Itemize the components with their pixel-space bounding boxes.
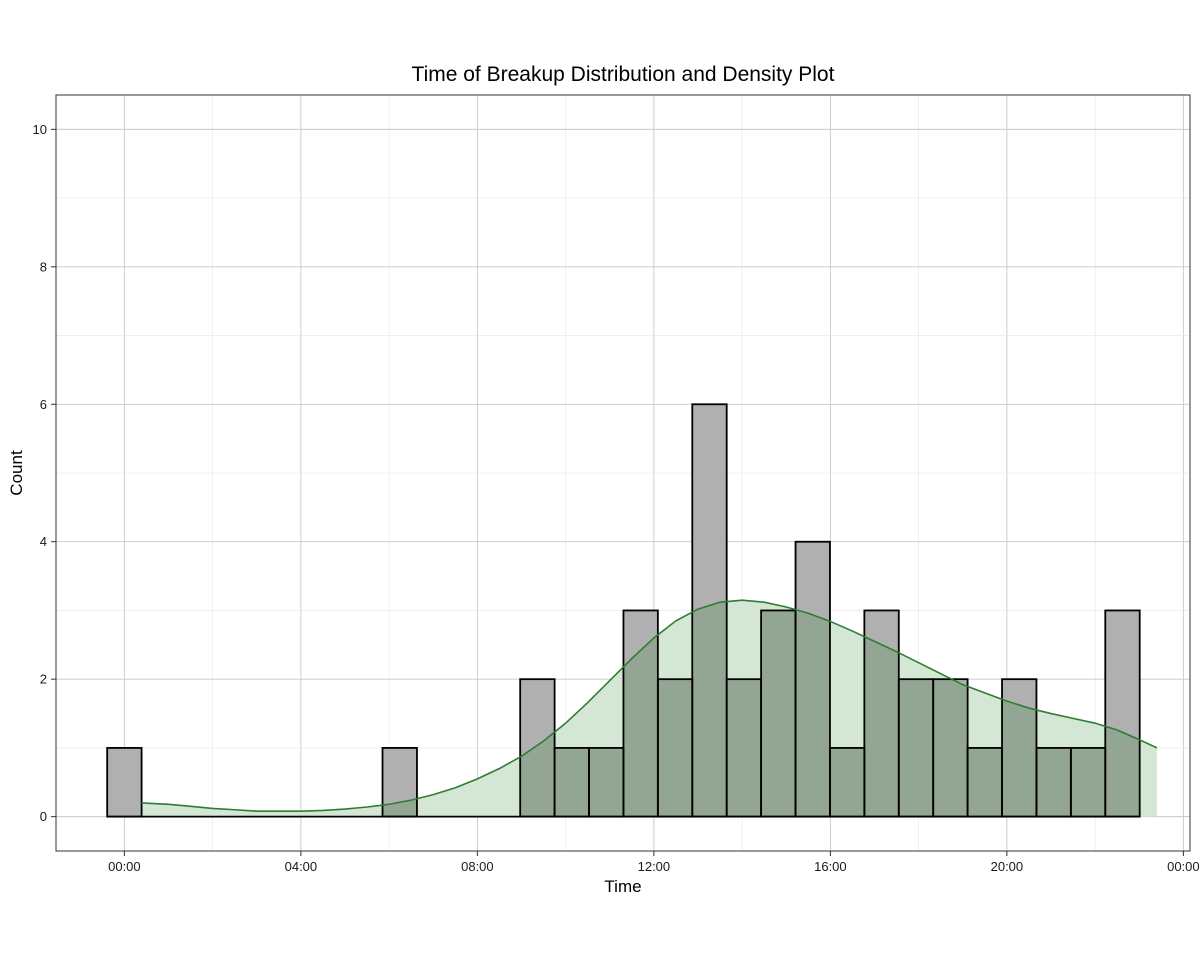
histogram-bar-overlap (829, 747, 865, 817)
x-tick-label: 20:00 (991, 859, 1024, 874)
x-tick-label: 16:00 (814, 859, 847, 874)
histogram-bar-overlap (967, 747, 1003, 817)
x-tick-label: 12:00 (638, 859, 671, 874)
x-tick-label: 08:00 (461, 859, 494, 874)
y-tick-label: 10 (33, 122, 47, 137)
y-tick-label: 8 (40, 259, 47, 274)
x-axis-ticks: 00:00 04:00 08:00 12:00 16:00 20:00 00:00 (108, 851, 1200, 874)
histogram-bar-overlap (692, 600, 727, 817)
y-axis-title: Count (7, 450, 26, 496)
x-tick-label: 00:00 (108, 859, 141, 874)
chart-title: Time of Breakup Distribution and Density… (412, 63, 835, 86)
density-line-layer (141, 599, 1158, 812)
histogram-bar-overlap (1070, 747, 1106, 817)
x-axis-title: Time (604, 877, 641, 896)
y-tick-label: 4 (40, 534, 47, 549)
histogram-bar-overlap (657, 679, 693, 817)
y-axis-ticks: 0 2 4 6 8 10 (33, 122, 56, 824)
histogram-bar-overlap (933, 679, 968, 817)
histogram-bar-overlap (761, 610, 796, 817)
y-tick-label: 0 (40, 809, 47, 824)
histogram-bar-overlap (1036, 747, 1071, 817)
histogram-bar-outlines (106, 403, 1141, 818)
panel-border (55, 94, 1191, 852)
histogram-bar-overlap (795, 600, 830, 817)
y-tick-label: 6 (40, 397, 47, 412)
histogram-bar (107, 747, 142, 817)
density-line (141, 599, 1158, 812)
histogram-bar-overlap (726, 679, 762, 817)
histogram-bar-overlap (898, 679, 934, 817)
y-tick-label: 2 (40, 672, 47, 687)
x-tick-label: 04:00 (285, 859, 318, 874)
histogram-bar-overlap (554, 747, 590, 817)
histogram-bar-overlap (589, 747, 624, 817)
x-tick-label: 00:00 (1167, 859, 1200, 874)
